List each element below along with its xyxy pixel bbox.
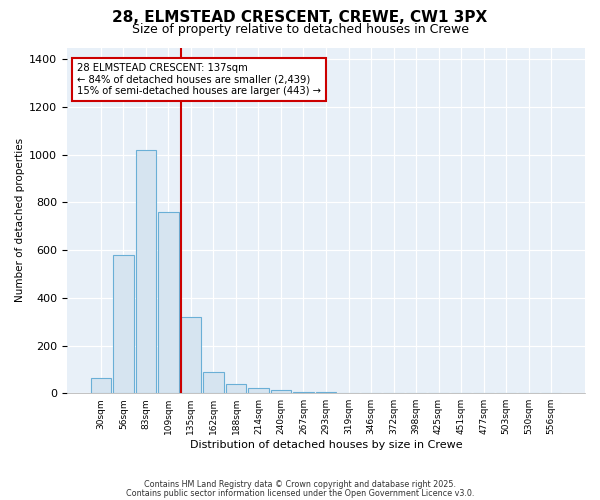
X-axis label: Distribution of detached houses by size in Crewe: Distribution of detached houses by size … — [190, 440, 463, 450]
Text: Contains public sector information licensed under the Open Government Licence v3: Contains public sector information licen… — [126, 488, 474, 498]
Bar — [203, 372, 224, 393]
Bar — [316, 392, 337, 393]
Bar — [248, 388, 269, 393]
Bar — [181, 317, 202, 393]
Text: Size of property relative to detached houses in Crewe: Size of property relative to detached ho… — [131, 22, 469, 36]
Bar — [136, 150, 156, 393]
Bar — [226, 384, 247, 393]
Bar — [91, 378, 111, 393]
Bar — [158, 212, 179, 393]
Text: 28, ELMSTEAD CRESCENT, CREWE, CW1 3PX: 28, ELMSTEAD CRESCENT, CREWE, CW1 3PX — [112, 10, 488, 25]
Bar — [113, 255, 134, 393]
Bar — [271, 390, 292, 393]
Y-axis label: Number of detached properties: Number of detached properties — [15, 138, 25, 302]
Text: Contains HM Land Registry data © Crown copyright and database right 2025.: Contains HM Land Registry data © Crown c… — [144, 480, 456, 489]
Text: 28 ELMSTEAD CRESCENT: 137sqm
← 84% of detached houses are smaller (2,439)
15% of: 28 ELMSTEAD CRESCENT: 137sqm ← 84% of de… — [77, 63, 322, 96]
Bar — [293, 392, 314, 393]
